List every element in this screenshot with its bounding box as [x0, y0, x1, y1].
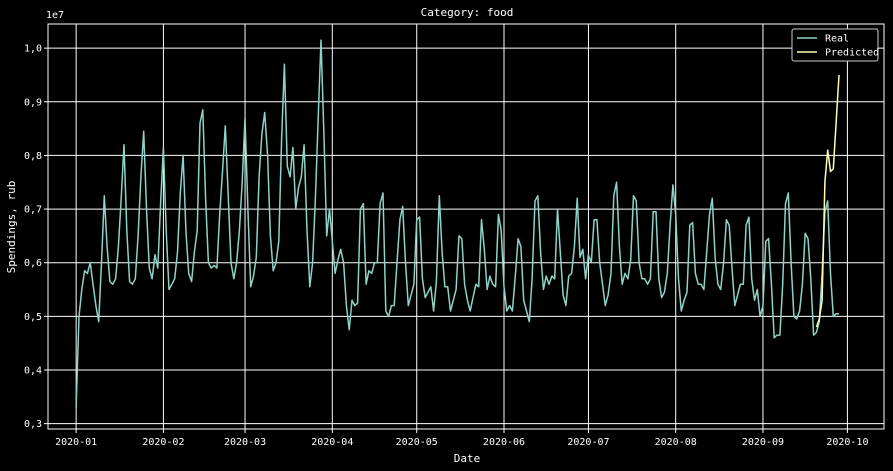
- legend: Real Predicted: [791, 28, 879, 62]
- series-line-real: [75, 39, 839, 408]
- y-axis: 0,3 0,4 0,5 0,6 0,7 0,8 0,9 1,0: [24, 44, 48, 430]
- x-tick-label: 2020-02: [142, 437, 184, 448]
- y-tick-label: 1,0: [24, 44, 42, 55]
- x-tick-label: 2020-10: [826, 437, 868, 448]
- x-tick-label: 2020-05: [396, 437, 438, 448]
- x-tick-label: 2020-09: [742, 437, 784, 448]
- y-tick-label: 0,5: [24, 312, 42, 323]
- y-offset-label: 1e7: [46, 10, 64, 21]
- x-tick-label: 2020-07: [567, 437, 609, 448]
- y-axis-label: Spendings, rub: [5, 181, 18, 274]
- chart-title: Category: food: [421, 6, 514, 19]
- y-tick-label: 0,9: [24, 97, 42, 108]
- x-tick-label: 2020-08: [655, 437, 697, 448]
- y-tick-label: 0,6: [24, 258, 42, 269]
- x-tick-label: 2020-01: [55, 437, 97, 448]
- plot-frame: [47, 23, 885, 430]
- y-tick-label: 0,4: [24, 365, 42, 376]
- x-tick-label: 2020-04: [311, 437, 353, 448]
- x-axis: 2020-01 2020-02 2020-03 2020-04 2020-05 2020-…: [55, 429, 868, 448]
- y-tick-label: 0,7: [24, 205, 42, 216]
- x-axis-label: Date: [454, 452, 481, 465]
- legend-label-real: Real: [825, 34, 849, 45]
- legend-box: [791, 28, 879, 62]
- y-tick-label: 0,3: [24, 419, 42, 430]
- y-tick-label: 0,8: [24, 151, 42, 162]
- legend-label-predicted: Predicted: [825, 48, 879, 59]
- x-tick-label: 2020-03: [224, 437, 266, 448]
- x-tick-label: 2020-06: [483, 437, 525, 448]
- series-lines: [75, 39, 840, 408]
- series-line-predicted: [815, 74, 840, 328]
